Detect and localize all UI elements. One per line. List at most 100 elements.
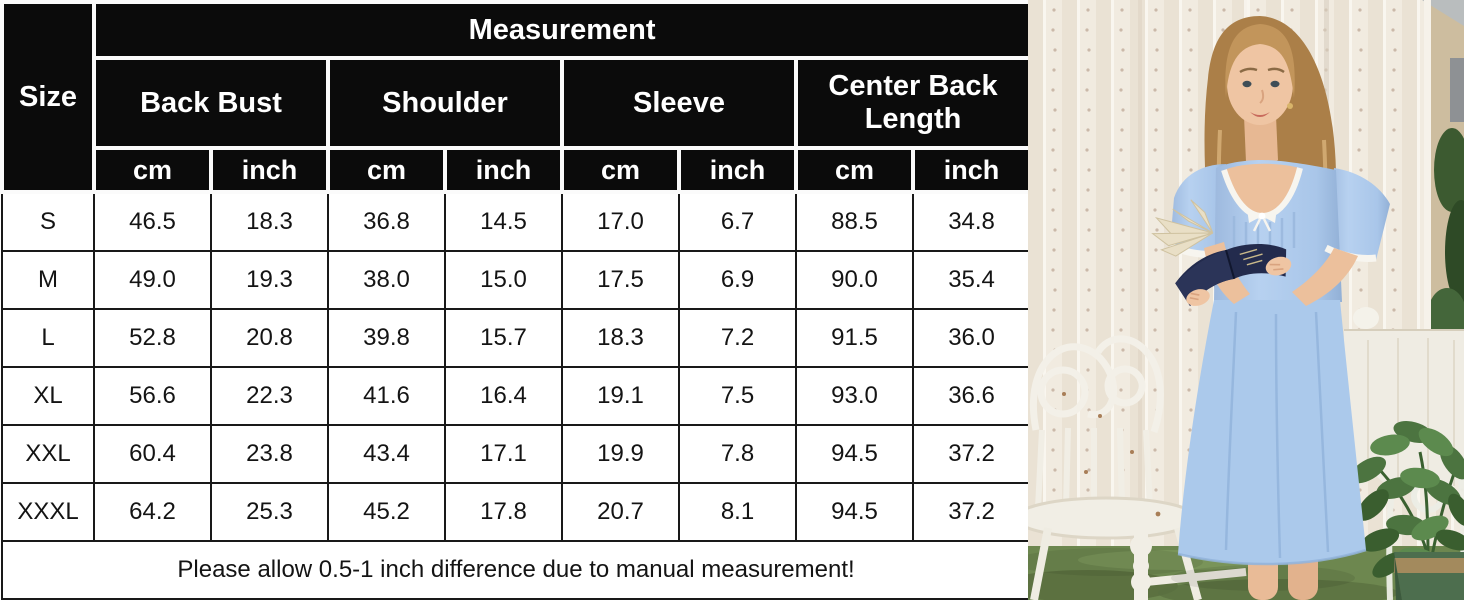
unit-header-cm: cm	[92, 146, 213, 194]
chair-shadow	[1028, 548, 1203, 576]
bow	[1247, 208, 1277, 232]
value-cell: 17.0	[561, 191, 680, 252]
neck	[1244, 116, 1278, 168]
sleeve-right	[1326, 168, 1390, 260]
value-cell: 14.5	[444, 191, 563, 252]
group-header-back-bust: Back Bust	[92, 56, 330, 150]
size-cell: XXXL	[1, 482, 95, 542]
size-cell: L	[1, 308, 95, 368]
measurement-note: Please allow 0.5-1 inch difference due t…	[0, 540, 1028, 600]
value-cell: 18.3	[561, 308, 680, 368]
value-cell: 60.4	[93, 424, 212, 484]
unit-header-inch: inch	[677, 146, 798, 194]
value-cell: 43.4	[327, 424, 446, 484]
book-title-lines	[1239, 248, 1263, 266]
group-header-sleeve: Sleeve	[560, 56, 798, 150]
size-chart-table: Size Measurement Back Bust Shoulder Slee…	[0, 0, 1028, 600]
value-cell: 19.1	[561, 366, 680, 426]
value-cell: 49.0	[93, 250, 212, 310]
earring	[1287, 103, 1293, 109]
value-cell: 35.4	[911, 250, 1028, 310]
value-cell: 22.3	[210, 366, 329, 426]
value-cell: 6.9	[678, 250, 797, 310]
value-cell: 45.2	[327, 482, 446, 542]
value-cell: 41.6	[327, 366, 446, 426]
value-cell: 90.0	[795, 250, 914, 310]
value-cell: 23.8	[210, 424, 329, 484]
value-cell: 34.8	[911, 191, 1028, 252]
value-cell: 20.7	[561, 482, 680, 542]
size-chart-panel: Size Measurement Back Bust Shoulder Slee…	[0, 0, 1028, 600]
value-cell: 64.2	[93, 482, 212, 542]
unit-header-cm: cm	[794, 146, 915, 194]
value-cell: 93.0	[795, 366, 914, 426]
potted-plant	[1349, 421, 1464, 600]
value-cell: 15.0	[444, 250, 563, 310]
note-row: Please allow 0.5-1 inch difference due t…	[0, 540, 1028, 600]
size-cell: XL	[1, 366, 95, 426]
table-row-xxxl: XXXL 64.2 25.3 45.2 17.8 20.7 8.1 94.5 3…	[1, 482, 1028, 542]
value-cell: 7.2	[678, 308, 797, 368]
size-cell: S	[1, 191, 95, 252]
product-photo	[1028, 0, 1464, 600]
value-cell: 18.3	[210, 191, 329, 252]
value-cell: 52.8	[93, 308, 212, 368]
group-header-center-back-length: Center Back Length	[793, 56, 1028, 150]
measurement-title: Measurement	[91, 0, 1028, 60]
curtain-edge	[1424, 0, 1431, 340]
value-cell: 15.7	[444, 308, 563, 368]
value-cell: 46.5	[93, 191, 212, 252]
size-column-header: Size	[0, 0, 96, 194]
value-cell: 19.9	[561, 424, 680, 484]
value-cell: 38.0	[327, 250, 446, 310]
face	[1227, 43, 1293, 125]
value-cell: 19.3	[210, 250, 329, 310]
value-cell: 20.8	[210, 308, 329, 368]
value-cell: 94.5	[795, 482, 914, 542]
forearm-right	[1292, 248, 1358, 306]
unit-header-inch: inch	[209, 146, 330, 194]
value-cell: 37.2	[911, 424, 1028, 484]
size-cell: XXL	[1, 424, 95, 484]
value-cell: 17.8	[444, 482, 563, 542]
value-cell: 7.8	[678, 424, 797, 484]
unit-header-cm: cm	[560, 146, 681, 194]
garden-chair	[1028, 335, 1247, 600]
model-figure	[1151, 16, 1390, 600]
value-cell: 36.0	[911, 308, 1028, 368]
value-cell: 39.8	[327, 308, 446, 368]
value-cell: 91.5	[795, 308, 914, 368]
value-cell: 36.6	[911, 366, 1028, 426]
value-cell: 94.5	[795, 424, 914, 484]
book-pages	[1151, 199, 1214, 257]
value-cell: 56.6	[93, 366, 212, 426]
value-cell: 7.5	[678, 366, 797, 426]
value-cell: 16.4	[444, 366, 563, 426]
unit-header-inch: inch	[443, 146, 564, 194]
size-cell: M	[1, 250, 95, 310]
group-header-shoulder: Shoulder	[326, 56, 564, 150]
value-cell: 36.8	[327, 191, 446, 252]
side-table	[1344, 307, 1464, 496]
book	[1151, 199, 1292, 307]
value-cell: 17.1	[444, 424, 563, 484]
value-cell: 6.7	[678, 191, 797, 252]
value-cell: 17.5	[561, 250, 680, 310]
table-row-l: L 52.8 20.8 39.8 15.7 18.3 7.2 91.5 36.0	[1, 308, 1028, 368]
skirt-folds	[1177, 311, 1367, 566]
face-features	[1239, 67, 1285, 117]
hand-right	[1265, 256, 1292, 276]
turned-leg	[1130, 524, 1152, 600]
table-row-xxl: XXL 60.4 23.8 43.4 17.1 19.9 7.8 94.5 37…	[1, 424, 1028, 484]
unit-header-inch: inch	[910, 146, 1028, 194]
value-cell: 88.5	[795, 191, 914, 252]
unit-header-cm: cm	[326, 146, 447, 194]
table-row-s: S 46.5 18.3 36.8 14.5 17.0 6.7 88.5 34.8	[1, 191, 1028, 252]
value-cell: 25.3	[210, 482, 329, 542]
value-cell: 37.2	[911, 482, 1028, 542]
table-row-m: M 49.0 19.3 38.0 15.0 17.5 6.9 90.0 35.4	[1, 250, 1028, 310]
hair-front	[1225, 24, 1295, 98]
table-row-xl: XL 56.6 22.3 41.6 16.4 19.1 7.5 93.0 36.…	[1, 366, 1028, 426]
value-cell: 8.1	[678, 482, 797, 542]
